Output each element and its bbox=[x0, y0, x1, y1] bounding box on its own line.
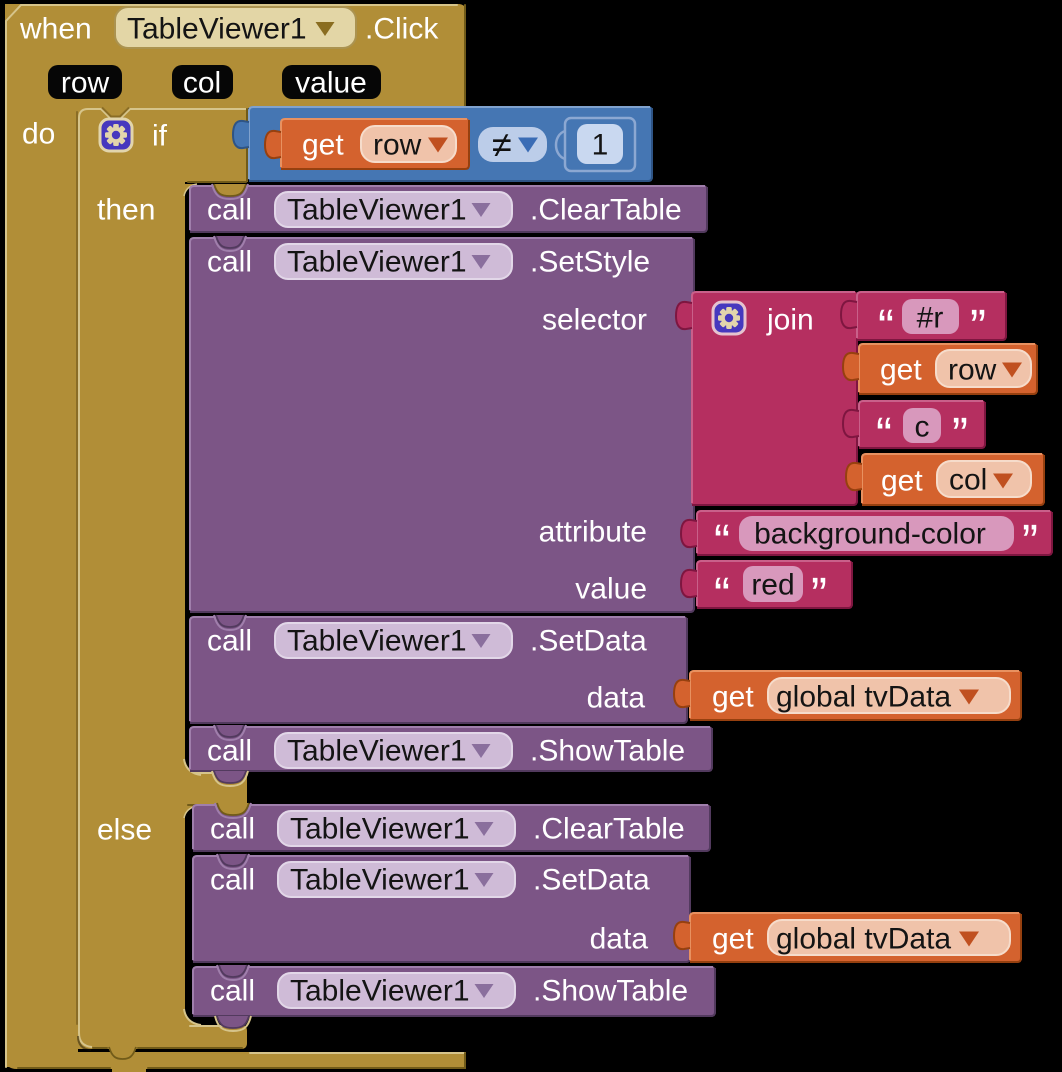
svg-text:value: value bbox=[295, 67, 367, 100]
svg-text:”: ” bbox=[811, 569, 827, 622]
svg-text:TableViewer1: TableViewer1 bbox=[287, 194, 467, 227]
svg-text:TableViewer1: TableViewer1 bbox=[127, 13, 307, 46]
svg-text:.SetData: .SetData bbox=[533, 864, 650, 897]
svg-text:selector: selector bbox=[542, 304, 647, 337]
svg-text:attribute: attribute bbox=[539, 516, 647, 549]
svg-text:.ShowTable: .ShowTable bbox=[530, 735, 685, 768]
svg-text:“: “ bbox=[876, 409, 892, 462]
svg-text:“: “ bbox=[714, 569, 730, 622]
svg-text:“: “ bbox=[878, 301, 894, 354]
svg-text:background-color: background-color bbox=[754, 518, 986, 551]
svg-text:.ClearTable: .ClearTable bbox=[533, 813, 685, 846]
svg-text:col: col bbox=[183, 67, 221, 100]
svg-text:.Click: .Click bbox=[365, 13, 439, 46]
svg-text:col: col bbox=[949, 464, 987, 497]
svg-text:.SetData: .SetData bbox=[530, 625, 647, 658]
svg-text:”: ” bbox=[1022, 516, 1038, 569]
svg-text:join: join bbox=[766, 304, 814, 337]
svg-text:”: ” bbox=[970, 301, 986, 354]
svg-text:get: get bbox=[880, 354, 922, 387]
svg-text:data: data bbox=[587, 682, 646, 715]
svg-text:TableViewer1: TableViewer1 bbox=[290, 864, 470, 897]
svg-text:get: get bbox=[302, 129, 344, 162]
svg-text:else: else bbox=[97, 814, 152, 847]
svg-text:#r: #r bbox=[917, 302, 944, 335]
svg-text:if: if bbox=[152, 120, 168, 153]
svg-text:.SetStyle: .SetStyle bbox=[530, 246, 650, 279]
svg-text:TableViewer1: TableViewer1 bbox=[290, 813, 470, 846]
svg-text:“: “ bbox=[714, 516, 730, 569]
svg-text:1: 1 bbox=[592, 129, 609, 162]
svg-text:value: value bbox=[575, 573, 647, 606]
svg-text:get: get bbox=[712, 681, 754, 714]
svg-text:”: ” bbox=[952, 409, 968, 462]
svg-text:TableViewer1: TableViewer1 bbox=[287, 625, 467, 658]
svg-text:.ShowTable: .ShowTable bbox=[533, 975, 688, 1008]
svg-text:row: row bbox=[61, 67, 110, 100]
svg-text:global tvData: global tvData bbox=[776, 681, 951, 714]
svg-text:when: when bbox=[19, 13, 92, 46]
svg-text:data: data bbox=[590, 923, 649, 956]
svg-text:TableViewer1: TableViewer1 bbox=[290, 975, 470, 1008]
svg-text:get: get bbox=[881, 465, 923, 498]
svg-text:TableViewer1: TableViewer1 bbox=[287, 246, 467, 279]
svg-text:TableViewer1: TableViewer1 bbox=[287, 735, 467, 768]
svg-text:.ClearTable: .ClearTable bbox=[530, 194, 682, 227]
svg-text:≠: ≠ bbox=[492, 124, 512, 165]
svg-text:global tvData: global tvData bbox=[776, 923, 951, 956]
svg-text:row: row bbox=[373, 129, 422, 162]
svg-text:do: do bbox=[22, 118, 55, 151]
svg-text:get: get bbox=[712, 923, 754, 956]
svg-text:row: row bbox=[948, 354, 997, 387]
svg-text:then: then bbox=[97, 194, 155, 227]
svg-text:red: red bbox=[751, 569, 794, 602]
svg-text:c: c bbox=[915, 411, 930, 444]
